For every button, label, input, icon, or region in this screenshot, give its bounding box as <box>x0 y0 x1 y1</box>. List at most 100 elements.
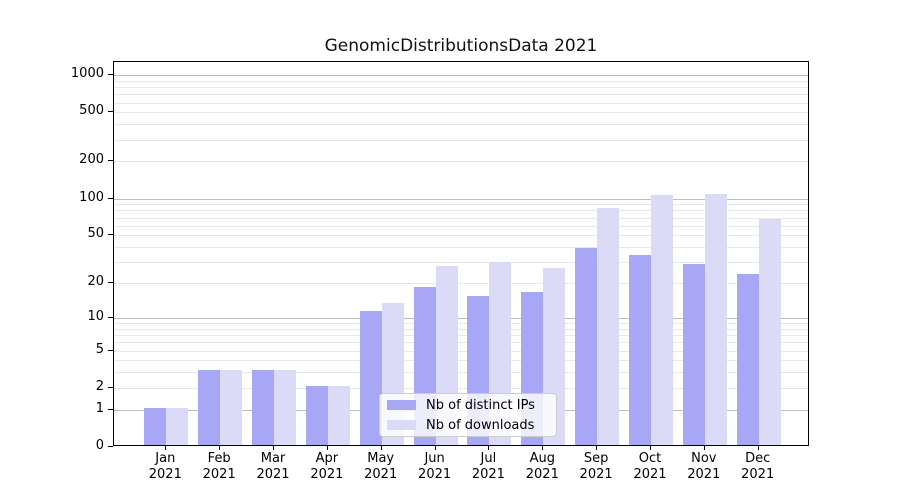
bar-feb-downloads <box>220 370 243 445</box>
y-tick-label: 500 <box>79 103 104 119</box>
x-tick-year: 2021 <box>364 467 398 482</box>
legend-label-distinct-ips: Nb of distinct IPs <box>426 397 535 413</box>
x-tick-month: Mar <box>260 451 286 466</box>
x-tick-label: Jul 2021 <box>456 451 520 483</box>
x-tick-mark <box>757 446 759 450</box>
plot-area: Nb of distinct IPs Nb of downloads <box>113 61 809 446</box>
x-tick-year: 2021 <box>148 467 182 482</box>
x-tick-mark <box>488 446 490 450</box>
x-tick-month: Aug <box>529 451 555 466</box>
gridline-minor <box>114 94 808 96</box>
y-tick-mark <box>108 111 113 113</box>
x-tick-label: Aug 2021 <box>510 451 574 483</box>
legend-label-downloads: Nb of downloads <box>426 417 535 433</box>
bar-oct-downloads <box>651 194 673 445</box>
gridline-minor <box>114 372 808 374</box>
bar-jan-distinct-ips <box>144 407 167 445</box>
x-tick-mark <box>326 446 328 450</box>
y-tick-label: 100 <box>79 189 104 205</box>
y-tick-mark <box>108 386 113 388</box>
gridline-minor <box>114 247 808 248</box>
gridline-minor <box>114 87 808 88</box>
gridline-major <box>114 198 808 200</box>
gridline-minor <box>114 387 808 389</box>
gridline-minor <box>114 225 808 227</box>
gridline-minor <box>114 124 808 126</box>
x-tick-label: Jun 2021 <box>403 451 467 483</box>
gridline-minor <box>114 80 808 82</box>
gridline-minor <box>114 204 808 206</box>
gridline-minor <box>114 217 808 219</box>
x-tick-month: Apr <box>315 451 339 466</box>
gridline-minor <box>114 262 808 264</box>
x-tick-mark <box>434 446 436 450</box>
x-tick-label: Dec 2021 <box>726 451 790 483</box>
x-tick-label: Oct 2021 <box>618 451 682 483</box>
x-tick-month: Oct <box>638 451 662 466</box>
y-tick-mark <box>108 197 113 199</box>
x-tick-mark <box>650 446 651 450</box>
x-tick-label: Sep 2021 <box>564 451 628 483</box>
gridline-minor <box>114 283 808 285</box>
y-tick-label: 5 <box>95 341 104 357</box>
bar-mar-downloads <box>274 370 296 445</box>
y-tick-mark <box>108 234 113 236</box>
x-tick-year: 2021 <box>741 467 775 482</box>
x-tick-year: 2021 <box>579 467 613 482</box>
x-tick-mark <box>165 446 167 450</box>
bar-oct-distinct-ips <box>629 255 651 445</box>
x-tick-label: May 2021 <box>349 451 413 483</box>
x-tick-month: May <box>367 451 395 466</box>
x-tick-year: 2021 <box>418 467 452 482</box>
x-tick-year: 2021 <box>525 467 559 482</box>
x-tick-label: Mar 2021 <box>241 451 305 483</box>
bar-dec-downloads <box>758 218 781 445</box>
x-tick-year: 2021 <box>256 467 290 482</box>
bar-dec-distinct-ips <box>736 273 759 445</box>
legend-swatch-distinct-ips <box>387 400 416 410</box>
legend-swatch-downloads <box>387 420 416 430</box>
gridline-minor <box>114 350 808 352</box>
y-tick-mark <box>108 316 113 318</box>
gridline-minor <box>114 342 808 344</box>
bar-apr-distinct-ips <box>305 385 328 445</box>
y-tick-mark <box>108 349 113 351</box>
x-tick-month: Jul <box>480 451 497 466</box>
y-tick-mark <box>108 282 113 284</box>
x-tick-year: 2021 <box>202 467 236 482</box>
x-tick-month: Sep <box>583 451 609 466</box>
y-tick-label: 200 <box>79 152 104 168</box>
x-tick-label: Feb 2021 <box>187 451 251 483</box>
gridline-minor <box>114 210 808 212</box>
x-tick-year: 2021 <box>687 467 721 482</box>
bar-jan-downloads <box>166 407 189 445</box>
x-tick-month: Jan <box>155 451 176 466</box>
gridline-minor <box>114 323 808 324</box>
bar-sep-distinct-ips <box>575 247 598 445</box>
y-tick-label: 0 <box>95 438 104 453</box>
bar-mar-distinct-ips <box>252 370 274 445</box>
x-tick-mark <box>219 446 221 450</box>
bar-nov-downloads <box>704 193 727 445</box>
gridline-minor <box>114 139 808 141</box>
y-tick-label: 1000 <box>70 66 104 81</box>
x-tick-mark <box>596 446 598 450</box>
x-tick-mark <box>380 446 382 450</box>
x-tick-label: Nov 2021 <box>672 451 736 483</box>
bar-sep-downloads <box>597 208 620 445</box>
x-tick-year: 2021 <box>310 467 344 482</box>
x-tick-month: Jun <box>424 451 445 466</box>
y-tick-mark <box>108 160 113 162</box>
gridline-minor <box>114 112 808 114</box>
bar-feb-distinct-ips <box>198 370 221 445</box>
bar-apr-downloads <box>327 385 350 445</box>
gridline-minor <box>114 360 808 362</box>
y-tick-label: 2 <box>95 378 104 394</box>
gridline-minor <box>114 161 808 163</box>
legend-item-downloads: Nb of downloads <box>387 416 550 434</box>
chart-title: GenomicDistributionsData 2021 <box>324 36 598 56</box>
y-tick-label: 50 <box>87 226 104 242</box>
gridline-minor <box>114 102 808 104</box>
y-tick-label: 1 <box>95 400 104 416</box>
